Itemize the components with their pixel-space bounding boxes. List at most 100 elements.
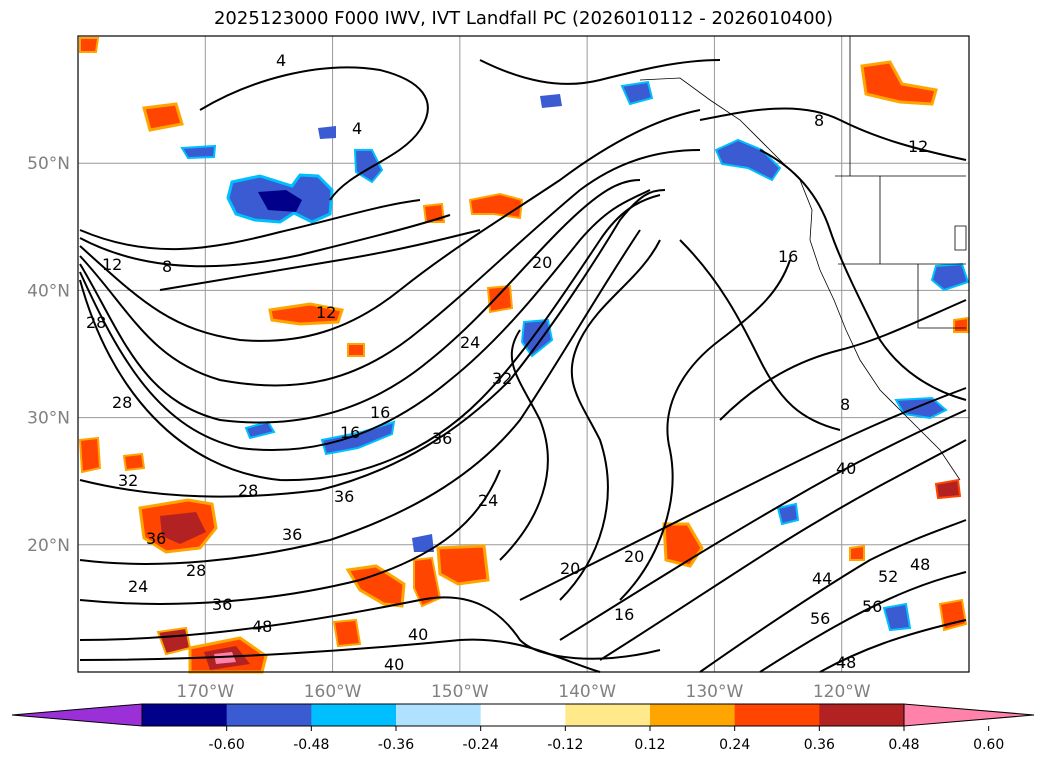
colorbar-tick-label: -0.12 (547, 737, 583, 753)
contour-label: 36 (432, 429, 452, 448)
contour-label: 4 (276, 51, 286, 70)
negative-anomaly-region (776, 502, 800, 526)
contour-label: 16 (370, 403, 390, 422)
contour-line (199, 66, 429, 201)
contour-label: 16 (778, 247, 798, 266)
contour-label: 8 (162, 257, 172, 276)
latitude-tick-label: 50°N (27, 154, 70, 174)
contour-line (79, 596, 661, 660)
contour-label: 52 (878, 567, 898, 586)
positive-anomaly-region (79, 37, 100, 53)
colorbar-segment (734, 704, 820, 726)
colorbar-tick-label: 0.12 (634, 737, 665, 753)
coastline (639, 77, 961, 481)
longitude-tick-label: 120°W (813, 682, 871, 702)
contour-line (79, 189, 666, 498)
colorbar-tick-label: 0.36 (804, 737, 835, 753)
longitude-tick-label: 150°W (431, 682, 489, 702)
contour-line (79, 214, 451, 268)
contour-line (79, 189, 651, 451)
contour-label: 12 (908, 137, 928, 156)
contour-label: 8 (840, 395, 850, 414)
contour-label: 40 (408, 625, 428, 644)
positive-anomaly-region (268, 302, 344, 326)
positive-anomaly-region (345, 564, 406, 608)
contour-label: 32 (492, 369, 512, 388)
contour-label: 12 (102, 255, 122, 274)
negative-anomaly-region (258, 190, 302, 212)
contour-label: 36 (334, 487, 354, 506)
contour-label: 20 (560, 559, 580, 578)
colorbar: -0.60 -0.48 -0.36 -0.24 -0.12 0.12 0.24 0.36 0.4… (11, 703, 1035, 753)
positive-anomaly-region (142, 102, 184, 132)
map-title: 2025123000 F000 IWV, IVT Landfall PC (20… (213, 8, 834, 29)
coastlines-and-borders (639, 36, 967, 481)
contour-label: 44 (812, 569, 832, 588)
positive-anomaly-region (413, 556, 442, 608)
contour-label: 8 (814, 111, 824, 130)
contour-line (619, 259, 791, 601)
contour-label: 16 (614, 605, 634, 624)
contour-line (819, 619, 967, 673)
latitude-tick-label: 20°N (27, 536, 70, 556)
contour-line (79, 638, 601, 673)
longitude-tick-label: 140°W (558, 682, 616, 702)
contour-line (79, 194, 661, 482)
contour-label: 40 (384, 655, 404, 674)
contour-line (699, 519, 967, 673)
border-line (954, 225, 967, 251)
contour-line (499, 329, 549, 561)
contour-label: 36 (146, 529, 166, 548)
positive-anomaly-region (953, 316, 969, 333)
contour-label: 28 (86, 313, 106, 332)
contour-label: 28 (238, 481, 258, 500)
contour-label: 32 (118, 471, 138, 490)
contour-label: 24 (128, 577, 148, 596)
contour-label: 36 (212, 595, 232, 614)
positive-anomaly-region (860, 60, 938, 106)
map-frame (77, 35, 970, 673)
colorbar-extend-low (11, 703, 143, 727)
colorbar-frame (141, 703, 905, 727)
contour-label: 16 (340, 423, 360, 442)
contour-label: 24 (460, 333, 480, 352)
latitude-tick-label: 40°N (27, 281, 70, 301)
negative-anomaly-region (353, 149, 384, 184)
positive-anomaly-region (332, 618, 362, 648)
latitude-tick-label: 30°N (27, 409, 70, 429)
colorbar-segment (819, 704, 905, 726)
longitude-tick-label: 130°W (686, 682, 744, 702)
contour-line (79, 109, 701, 342)
colorbar-segment (650, 704, 736, 726)
contour-line (559, 239, 661, 601)
negative-anomaly-region (412, 534, 434, 552)
latitude-labels: 50°N 40°N 30°N 20°N (27, 154, 70, 556)
colorbar-tick-label: -0.60 (209, 737, 245, 753)
contour-label: 20 (624, 547, 644, 566)
positive-anomaly-region (468, 192, 524, 220)
contour-line (719, 299, 967, 421)
colorbar-segment (396, 704, 482, 726)
contour-line (759, 149, 967, 401)
contour-label: 20 (532, 253, 552, 272)
contour-label: 48 (910, 555, 930, 574)
contour-label: 48 (252, 617, 272, 636)
longitude-labels: 170°W 160°W 150°W 140°W 130°W 120°W (176, 682, 870, 702)
contour-label: 36 (282, 525, 302, 544)
colorbar-tick-label: -0.48 (293, 737, 329, 753)
colorbar-tick-label: 0.60 (973, 737, 1004, 753)
colorbar-segment (565, 704, 651, 726)
negative-anomaly-region (882, 602, 912, 632)
contour-line (79, 179, 641, 424)
negative-anomaly-region (894, 396, 948, 420)
positive-anomaly-region (849, 544, 865, 561)
contour-line (699, 107, 967, 161)
colorbar-segment (226, 704, 312, 726)
contour-label: 56 (862, 597, 882, 616)
negative-anomaly-region (244, 420, 276, 440)
colorbar-segment (311, 704, 397, 726)
map-area (78, 36, 969, 672)
contour-label: 4 (352, 119, 362, 138)
contour-line (479, 59, 721, 85)
